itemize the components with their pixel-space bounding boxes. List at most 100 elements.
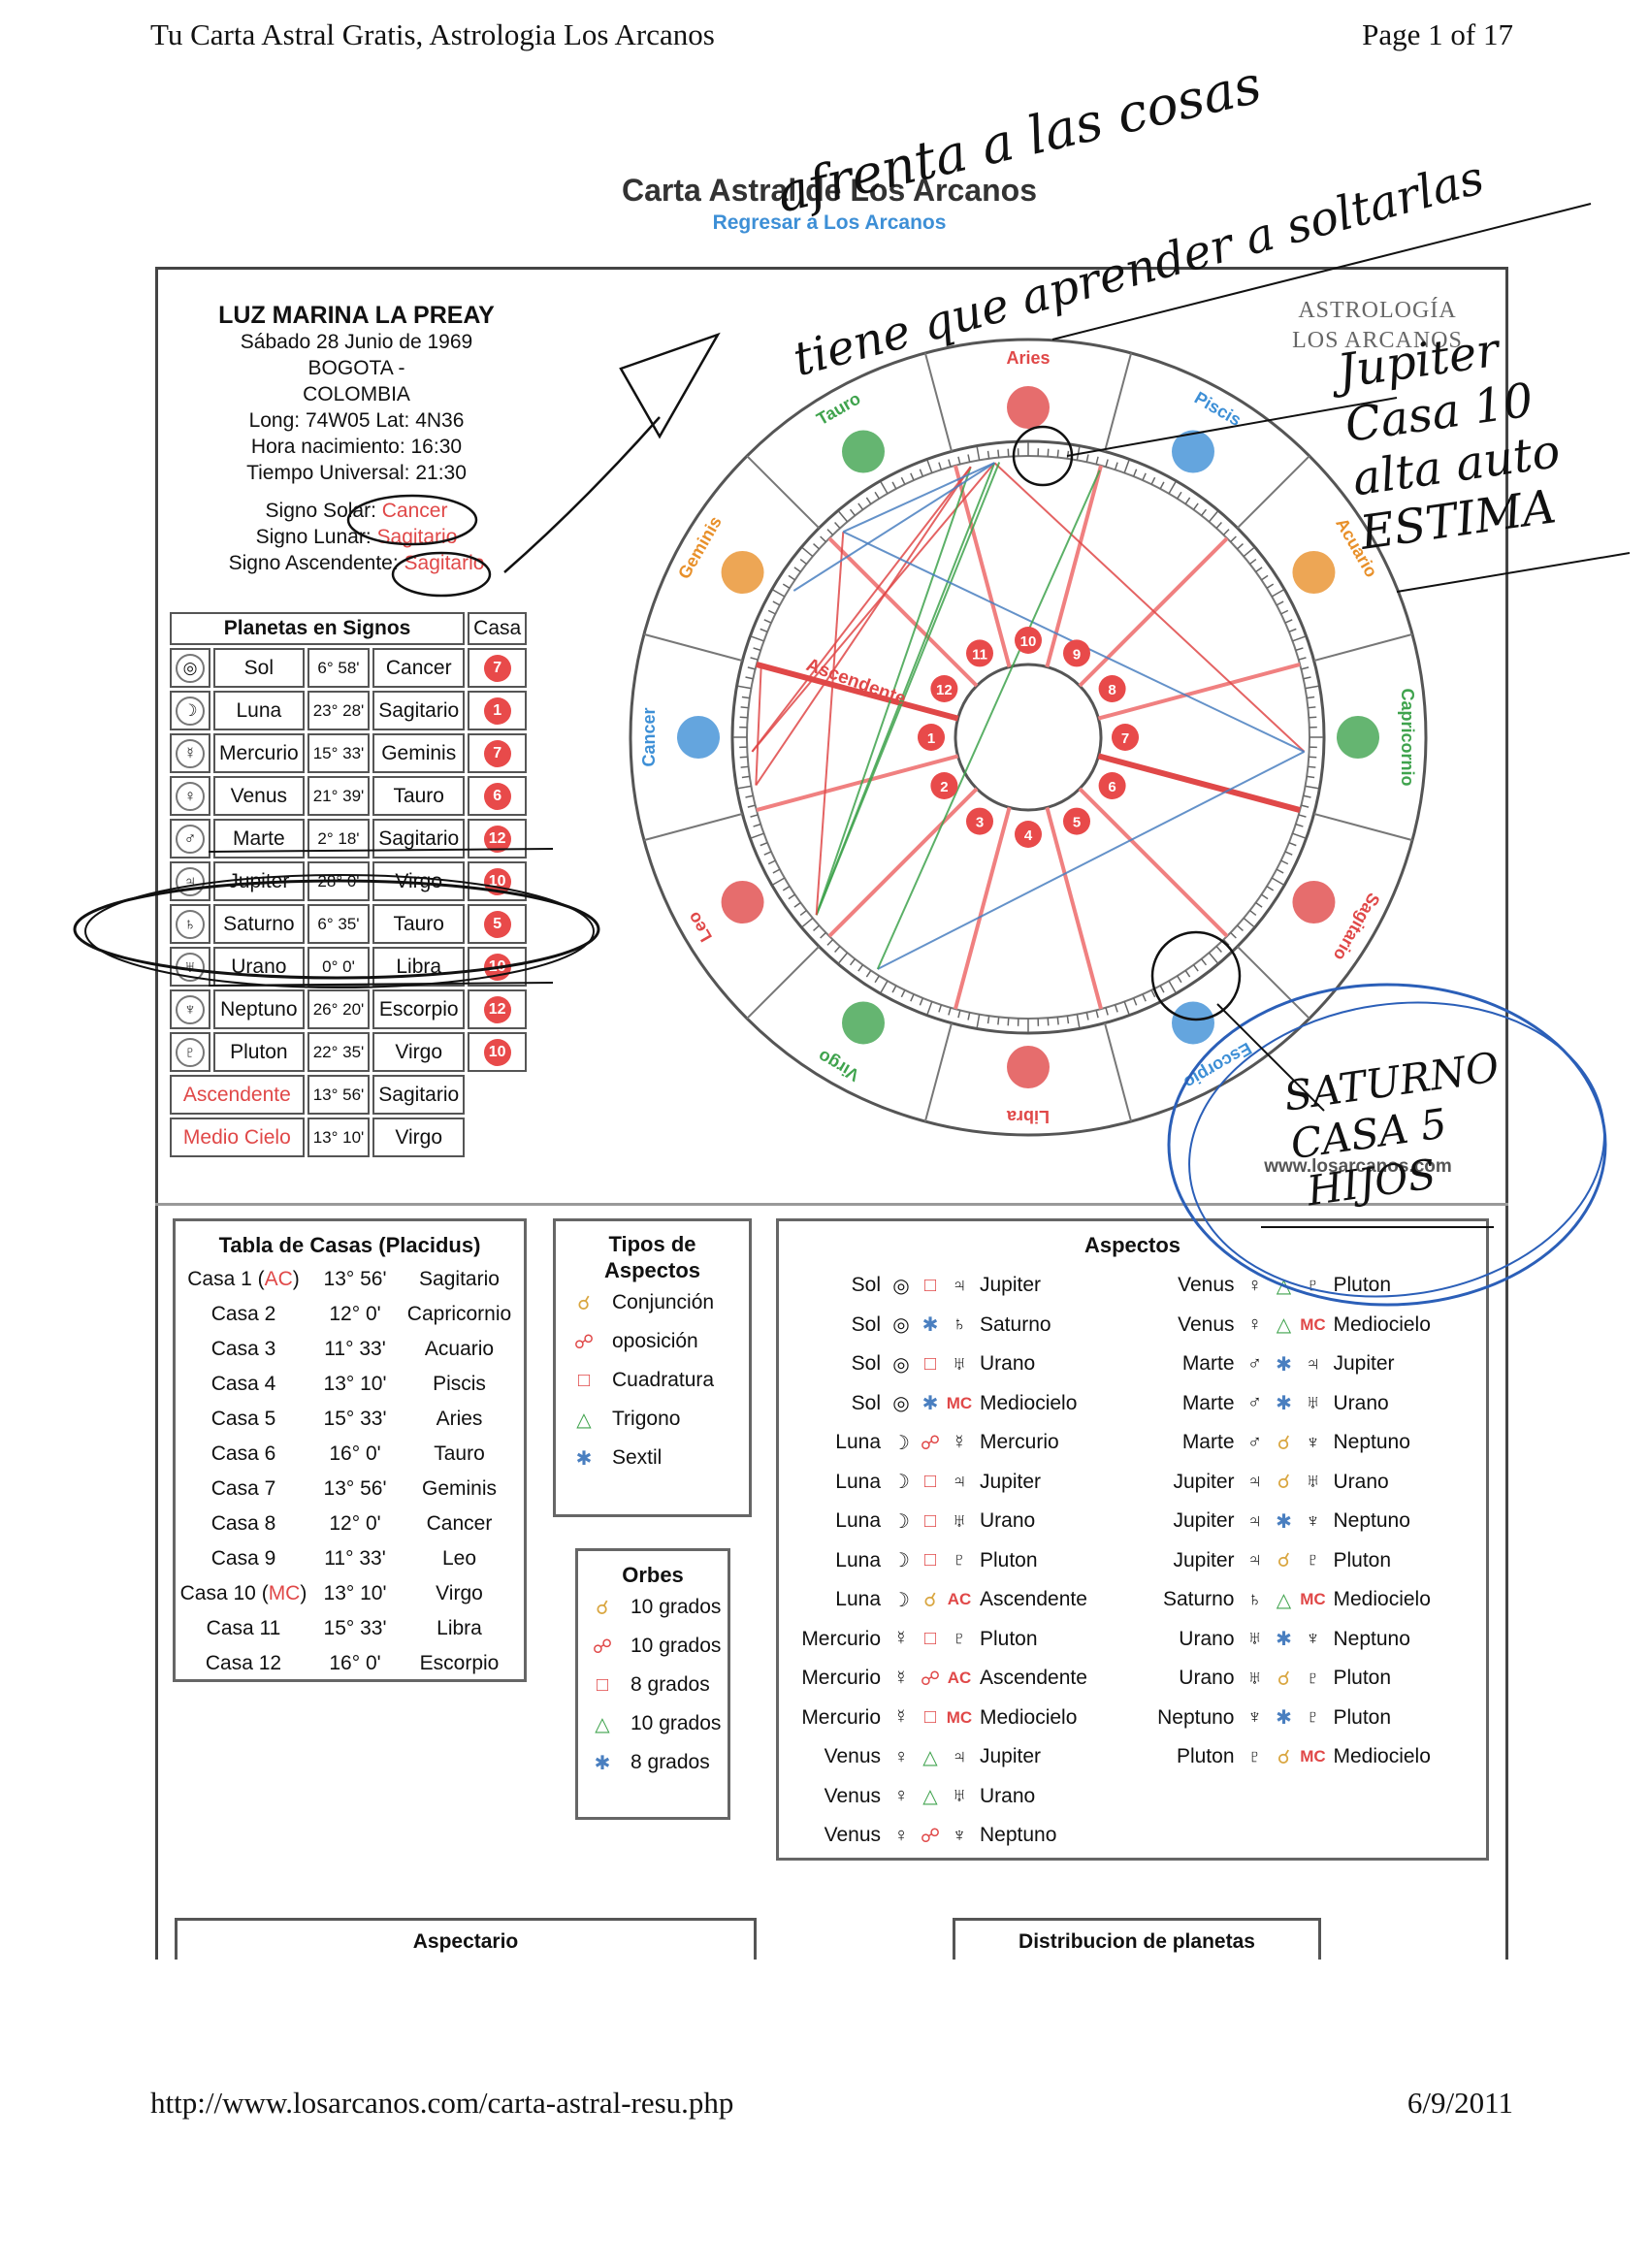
aspect-type-icon: ☍ — [920, 1432, 941, 1454]
page-number: Page 1 of 17 — [1362, 17, 1513, 51]
planet-b-icon: ♇ — [1306, 1667, 1320, 1689]
aspect-planet-a: Venus — [824, 1824, 881, 1847]
planet-b-icon: MC — [1300, 1590, 1326, 1609]
aspect-planet-b: Saturno — [980, 1312, 1051, 1336]
degree-tick — [1298, 814, 1307, 818]
aspect-symbol-icon: △ — [595, 1713, 610, 1735]
aspect-types-header-2: Aspectos — [603, 1258, 701, 1282]
aspect-row: Jupiter ♃ ☌ ♇ Pluton — [1133, 1541, 1487, 1581]
aspect-planet-b: Pluton — [1333, 1667, 1392, 1690]
house-sign: Virgo — [436, 1582, 483, 1604]
legend-row: ☍ oposición — [569, 1322, 749, 1361]
legend-row: △ 10 grados — [588, 1704, 728, 1743]
house-cusp-line — [1097, 663, 1301, 721]
zodiac-sign-icon — [721, 881, 764, 923]
degree-tick — [747, 666, 756, 670]
degree-tick — [900, 476, 906, 485]
degree-tick — [751, 832, 764, 839]
planet-icon: ♃ — [176, 866, 205, 896]
aspect-planet-b: Pluton — [1333, 1705, 1392, 1729]
degree-tick — [1066, 450, 1070, 459]
degree-tick — [1114, 1004, 1118, 1013]
degree-tick — [760, 628, 768, 633]
aspect-line — [815, 462, 1001, 916]
legend-label: Trigono — [612, 1408, 681, 1430]
degree-tick — [1066, 1016, 1070, 1024]
aspect-line — [842, 462, 995, 534]
planet-a-icon: ◎ — [892, 1353, 910, 1376]
planet-row: ☿ Mercurio 15° 33' Geminis 7 — [170, 733, 528, 773]
planet-icon: ☽ — [176, 696, 205, 726]
aspect-row: Sol ◎ □ ♅ Urano — [779, 1345, 1133, 1384]
degree-tick — [1208, 952, 1218, 964]
aspect-row: Venus ♀ ☍ ♆ Neptuno — [779, 1816, 1133, 1856]
planet-degree: 2° 18' — [307, 819, 371, 859]
back-link[interactable]: Regresar a Los Arcanos — [712, 211, 947, 234]
aspect-type-icon: ✱ — [1276, 1510, 1292, 1533]
zodiac-sign-icon — [1172, 430, 1214, 473]
planet-b-icon: ♄ — [952, 1313, 967, 1336]
degree-tick — [745, 794, 754, 798]
zodiac-sign-icon — [1292, 551, 1336, 594]
legend-row: □ Cuadratura — [569, 1361, 749, 1400]
degree-tick — [739, 716, 748, 719]
aspect-planet-a: Urano — [1179, 1667, 1235, 1690]
degree-tick — [1056, 1017, 1059, 1025]
planet-sign: Tauro — [372, 904, 466, 944]
degree-tick — [857, 502, 864, 510]
aspect-type-icon: ✱ — [1276, 1353, 1292, 1376]
degree-tick — [1295, 823, 1304, 827]
degree-tick — [976, 1014, 981, 1028]
page-title: Carta Astral de Los Arcanos — [622, 173, 1037, 208]
degree-tick — [1249, 909, 1257, 917]
planet-name: Urano — [213, 947, 305, 987]
degree-tick — [849, 958, 857, 966]
mc-degree: 13° 10' — [307, 1118, 371, 1157]
person-name: LUZ MARINA LA PREAY — [218, 302, 495, 329]
aspect-planet-a: Luna — [835, 1588, 881, 1611]
aspect-planet-a: Marte — [1181, 1391, 1235, 1414]
degree-tick — [750, 814, 759, 818]
aspect-type-icon: ✱ — [1276, 1707, 1292, 1730]
aspect-row: Venus ♀ △ ♅ Urano — [779, 1777, 1133, 1817]
house-number-badge — [1098, 772, 1126, 799]
legend-row: ✱ 8 grados — [588, 1743, 728, 1782]
planet-name: Saturno — [213, 904, 305, 944]
planet-b-icon: MC — [1300, 1747, 1326, 1766]
houses-header: Tabla de Casas (Placidus) — [218, 1233, 481, 1257]
planet-house: 7 — [483, 739, 511, 767]
house-sign: Cancer — [426, 1512, 493, 1535]
ascendant-row-label: Ascendente — [170, 1075, 305, 1115]
planet-b-icon: ♃ — [952, 1745, 967, 1767]
degree-tick — [772, 877, 786, 886]
aspect-row: Pluton ♇ ☌ MC Mediocielo — [1133, 1737, 1487, 1777]
degree-tick — [767, 859, 776, 865]
degree-tick — [1230, 931, 1237, 939]
degree-tick — [788, 574, 795, 581]
aspect-planet-a: Luna — [835, 1470, 881, 1493]
house-number-badge — [1098, 675, 1126, 702]
aspect-planet-b: Mediocielo — [1333, 1745, 1431, 1768]
planet-row: ☽ Luna 23° 28' Sagitario 1 — [170, 691, 528, 730]
aspect-type-icon: □ — [923, 1628, 937, 1650]
aspect-type-icon: ☍ — [920, 1668, 941, 1690]
legend-label: Sextil — [612, 1446, 663, 1469]
legend-row: ☌ 10 grados — [588, 1588, 728, 1627]
zodiac-sign-icon — [1007, 386, 1050, 429]
degree-tick — [976, 446, 981, 461]
aspect-planet-a: Marte — [1181, 1352, 1235, 1376]
wheel-degree-ring — [730, 439, 1326, 1035]
print-date: 6/9/2011 — [1406, 2086, 1513, 2120]
legend-label: 8 grados — [630, 1751, 710, 1773]
aspect-row: Luna ☽ □ ♅ Urano — [779, 1502, 1133, 1541]
orbs-legend: Orbes ☌ 10 grados ☍ 10 grados □ 8 grados △ … — [575, 1548, 730, 1820]
degree-tick — [834, 946, 841, 953]
aspect-planet-b: Jupiter — [980, 1470, 1042, 1493]
degree-tick — [986, 450, 990, 459]
planet-house: 1 — [483, 697, 511, 725]
degree-tick — [948, 459, 952, 468]
degree-tick — [1177, 975, 1182, 984]
planet-b-icon: ♆ — [1306, 1509, 1320, 1532]
aspect-line — [755, 665, 762, 786]
planet-sign: Cancer — [372, 648, 466, 688]
